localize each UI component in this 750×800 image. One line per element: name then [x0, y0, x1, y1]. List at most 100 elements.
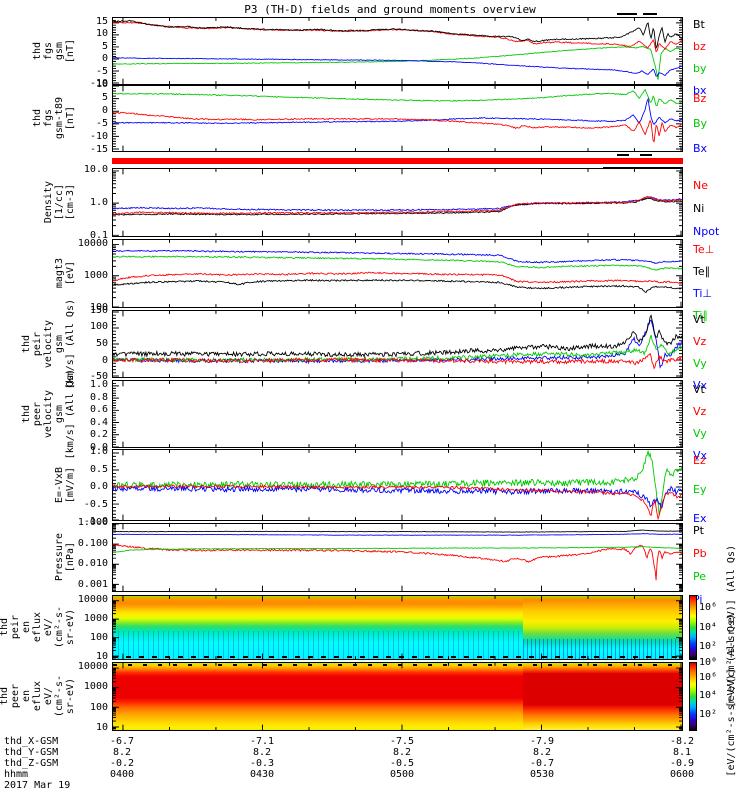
- ytick-label: 100: [89, 702, 108, 713]
- axis-value: 8.2: [112, 747, 132, 758]
- colorbar-tick-label: 10⁶: [699, 672, 718, 683]
- panel-pressure: [112, 523, 683, 592]
- legend-Ex: Ex: [693, 512, 707, 525]
- ytick-label: 0.6: [89, 404, 108, 415]
- legend-Vx: Vx: [693, 379, 708, 392]
- legend-Vz: Vz: [693, 405, 707, 418]
- axis-value: 8.1: [672, 747, 692, 758]
- ytick-label: 0.001: [77, 579, 108, 590]
- panel-label-col: peir: [32, 331, 43, 357]
- axis-value: -0.2: [109, 758, 135, 769]
- ytick-label: 0.010: [77, 558, 108, 569]
- ytick-label: 10000: [77, 594, 108, 605]
- ytick-label: 10000: [77, 238, 108, 249]
- panel-peer-eflux: [112, 662, 683, 731]
- axis-value: -6.7: [109, 736, 135, 747]
- ytick-label: 10: [95, 79, 108, 90]
- panel-label-col: eV/: [43, 687, 54, 706]
- panel-label-col: thd: [32, 109, 43, 128]
- flag-line: [603, 166, 683, 168]
- legend-Ey: Ey: [693, 483, 707, 496]
- ytick-label: 0: [101, 105, 108, 116]
- series-Bt: [113, 19, 682, 50]
- panel-canvas: [113, 86, 682, 151]
- panel-label-col: peer: [32, 401, 43, 427]
- axis-row-label: 2017 Mar 19: [4, 780, 71, 791]
- panel-label-col: thd: [0, 687, 10, 706]
- overlay-dash-bottom: [113, 656, 682, 658]
- legend-Ti∥: Ti∥: [693, 309, 708, 322]
- panel-label-col: thd: [21, 334, 32, 354]
- panel-label-col: Density: [43, 181, 54, 224]
- panel-canvas: [113, 18, 682, 84]
- flag-dash: [643, 13, 658, 15]
- panel-peer-velocity: [112, 380, 683, 448]
- spectrogram-left: [113, 663, 523, 730]
- panel-label-col: en: [21, 690, 32, 703]
- ytick-label: 0.8: [89, 392, 108, 403]
- colorbar-tick-label: 10²: [699, 641, 718, 652]
- ytick-label: 10: [95, 722, 108, 733]
- ytick-label: -10: [89, 131, 108, 142]
- panel-efield: [112, 449, 683, 521]
- legend-Vt: Vt: [693, 313, 705, 326]
- flag-dash: [640, 154, 652, 157]
- legend-Bt: Bt: [693, 18, 705, 31]
- ytick-label: 10000: [77, 661, 108, 672]
- series-Vz: [113, 352, 682, 370]
- panel-peir-eflux: [112, 595, 683, 660]
- legend-by: by: [693, 62, 707, 75]
- legend-Te∥: Te∥: [693, 265, 711, 278]
- ytick-label: 1.0: [89, 197, 108, 208]
- panel-label-col: peir: [10, 615, 21, 640]
- colorbar-tick-label: 10⁴: [699, 690, 718, 701]
- ytick-label: 1000: [83, 270, 108, 281]
- ytick-label: 100: [89, 302, 108, 313]
- ytick-label: 10: [95, 28, 108, 39]
- panel-label-col: eV/: [43, 618, 54, 637]
- legend-Bz: Bz: [693, 92, 707, 105]
- axis-value: 8.2: [532, 747, 552, 758]
- legend-Bx: Bx: [693, 142, 708, 155]
- axis-row-label: hhmm: [4, 769, 29, 780]
- axis-value: -0.5: [389, 758, 415, 769]
- ytick-label: 15: [95, 16, 108, 27]
- ytick-label: 1.0: [89, 446, 108, 457]
- ytick-label: -5: [95, 118, 108, 129]
- spectrogram-right: [522, 663, 682, 730]
- panel-density: [112, 168, 683, 237]
- axis-value: 0530: [529, 769, 555, 780]
- legend-Vy: Vy: [693, 427, 707, 440]
- ytick-label: 0.5: [89, 464, 108, 475]
- legend-Vy: Vy: [693, 357, 707, 370]
- ytick-label: 0.0: [89, 442, 108, 453]
- legend-bz: bz: [693, 40, 706, 53]
- ytick-label: 0.0: [89, 481, 108, 492]
- ytick-label: 100: [89, 321, 108, 332]
- ytick-label: 0: [101, 53, 108, 64]
- legend-Pt: Pt: [693, 524, 704, 537]
- panel-canvas: [113, 169, 682, 236]
- legend-Pb: Pb: [693, 547, 707, 560]
- series-By: [113, 88, 682, 107]
- panel-canvas: [113, 240, 682, 307]
- ytick-label: 100: [89, 632, 108, 643]
- panel-magt3: [112, 239, 683, 308]
- axis-value: -7.5: [389, 736, 415, 747]
- tick-marks: [113, 381, 682, 447]
- legend-Te⊥: Te⊥: [693, 243, 715, 256]
- panel-canvas: [113, 596, 682, 659]
- tick-marks: [113, 86, 682, 151]
- series-Ne: [113, 195, 682, 215]
- series-Pe: [113, 545, 682, 553]
- panel-fgs-gsm: [112, 17, 683, 85]
- colorbar-tick-label: 10⁴: [699, 622, 718, 633]
- overlay-spk: [113, 630, 523, 659]
- flag-dash: [617, 154, 629, 157]
- panel-label-col: fgs: [43, 109, 54, 128]
- page-title: P3 (TH-D) fields and ground moments over…: [244, 3, 536, 16]
- legend-Vz: Vz: [693, 335, 707, 348]
- series-Pi: [113, 533, 682, 536]
- ytick-label: 150: [89, 305, 108, 316]
- series-Npot: [113, 196, 682, 212]
